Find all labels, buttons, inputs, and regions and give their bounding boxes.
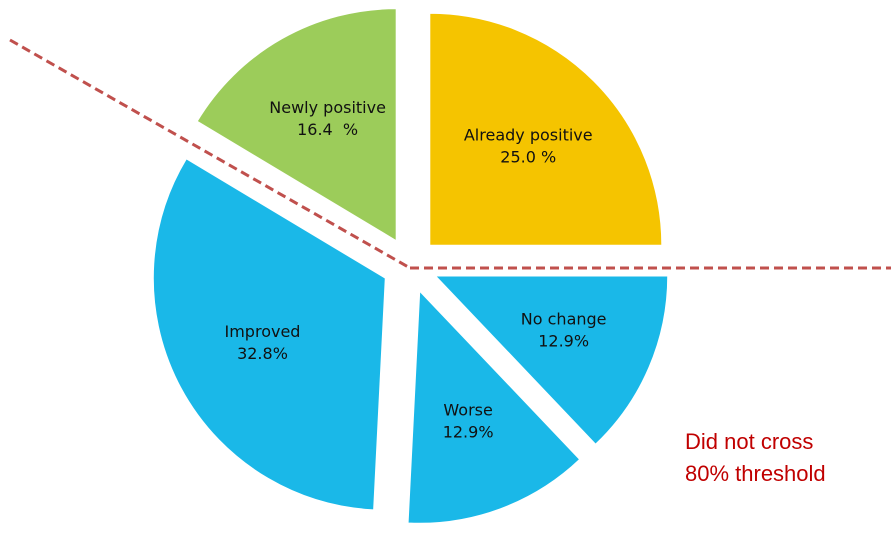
slice-value-label: 16.4 % — [297, 120, 358, 139]
divider-diagonal — [9, 38, 411, 270]
slice-value-label: 25.0 % — [500, 147, 556, 166]
pie-slice — [152, 158, 386, 511]
slice-label: Already positive — [464, 125, 593, 144]
slice-label: Newly positive — [269, 98, 386, 117]
annotation: 80% threshold — [685, 461, 826, 486]
slice-label: No change — [521, 309, 607, 328]
slice-value-label: 32.8% — [237, 344, 288, 363]
slice-label: Improved — [225, 322, 301, 341]
pie-slice — [429, 12, 663, 246]
pie-slice — [196, 8, 397, 242]
pie-slice — [434, 275, 669, 445]
pie-slice — [407, 290, 581, 524]
annotation: Did not cross — [685, 429, 813, 454]
slice-label: Worse — [443, 400, 492, 419]
slice-value-label: 12.9% — [443, 422, 494, 441]
slice-value-label: 12.9% — [538, 331, 589, 350]
